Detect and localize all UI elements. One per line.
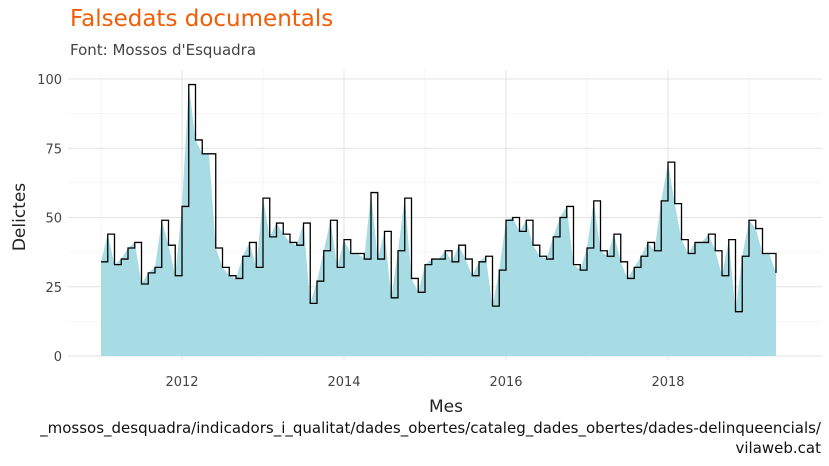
chart-title: Falsedats documentals xyxy=(70,6,334,32)
chart-subtitle: Font: Mossos d'Esquadra xyxy=(70,41,257,59)
y-tick-label: 100 xyxy=(37,73,62,88)
x-tick-label: 2018 xyxy=(651,375,684,390)
x-tick-label: 2014 xyxy=(327,375,360,390)
x-tick-label: 2012 xyxy=(165,375,198,390)
x-axis-title: Mes xyxy=(429,397,463,417)
y-tick-label: 0 xyxy=(54,350,62,365)
x-tick-labels: 2012 2014 2016 2018 xyxy=(165,375,684,390)
y-tick-label: 50 xyxy=(45,212,62,227)
y-tick-label: 75 xyxy=(45,142,62,157)
y-tick-label: 25 xyxy=(45,281,62,296)
chart-caption: _mossos_desquadra/indicadors_i_qualitat/… xyxy=(40,418,821,458)
x-tick-label: 2016 xyxy=(489,375,522,390)
caption-line-source: _mossos_desquadra/indicadors_i_qualitat/… xyxy=(40,419,821,437)
y-tick-labels: 0 25 50 75 100 xyxy=(37,73,62,365)
caption-line-site: vilaweb.cat xyxy=(735,439,821,457)
series-step-line xyxy=(101,83,777,313)
y-axis-title: Delictes xyxy=(10,183,30,251)
series-area xyxy=(101,84,776,356)
